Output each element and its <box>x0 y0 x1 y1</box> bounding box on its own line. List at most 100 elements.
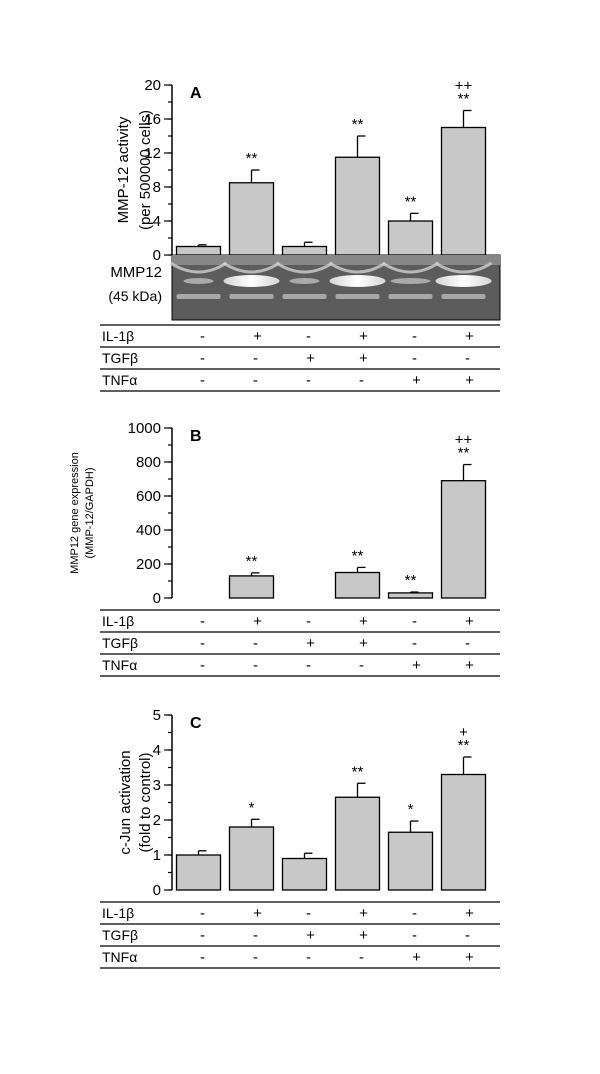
treatment-mark: - <box>359 657 364 674</box>
y-axis-label: (per 500000 cells) <box>137 110 154 230</box>
y-tick-label: 12 <box>144 145 161 162</box>
error-bar-C-5 <box>409 820 419 833</box>
y-tick-label: 4 <box>153 213 161 230</box>
error-bar-C-4 <box>356 782 366 798</box>
error-bar-B-6 <box>462 463 472 481</box>
bar-A-4 <box>334 156 381 256</box>
treatment-mark: + <box>412 657 421 674</box>
y-tick-label: 16 <box>144 111 161 128</box>
significance-B-2: ** <box>246 553 258 570</box>
treatment-mark: - <box>306 613 311 630</box>
significance-C-4: ** <box>352 763 364 780</box>
treatment-mark: + <box>359 350 368 367</box>
gel-band-lower <box>335 294 380 299</box>
gel-band-mmp12 <box>289 278 320 284</box>
treatment-mark: - <box>359 949 364 966</box>
gel-label: (45 kDa) <box>108 288 162 304</box>
treatment-mark: - <box>465 635 470 652</box>
significance-B-5: ** <box>405 572 417 589</box>
error-bar-A-3 <box>303 241 313 247</box>
y-tick-label: 5 <box>153 707 161 724</box>
bar-C-3 <box>281 857 328 891</box>
gel-band-lower <box>176 294 221 299</box>
error-bar-C-6 <box>462 756 472 775</box>
treatment-mark: + <box>306 927 315 944</box>
error-bar-C-1 <box>197 850 207 855</box>
gel-band-mmp12 <box>329 275 386 287</box>
treatment-label: TNFα <box>102 949 137 965</box>
panel-label: A <box>190 85 202 102</box>
treatment-table: IL-1β - + - + - + TGFβ - - + + - - TNFα - - - - + + <box>100 324 500 392</box>
y-tick-label: 20 <box>144 77 161 94</box>
bar-C-6 <box>440 773 487 891</box>
treatment-mark: + <box>412 372 421 389</box>
treatment-mark: - <box>412 927 417 944</box>
error-bar-B-4 <box>356 566 366 573</box>
significance-C-6: + <box>459 724 468 741</box>
error-bar-B-5 <box>409 591 419 593</box>
error-bar-B-2 <box>250 572 260 576</box>
significance-A-2: ** <box>246 150 258 167</box>
treatment-mark: - <box>465 927 470 944</box>
y-tick-label: 0 <box>153 882 161 899</box>
treatment-mark: - <box>306 949 311 966</box>
treatment-mark: + <box>306 350 315 367</box>
panel-label: B <box>190 428 202 445</box>
significance-B-4: ** <box>352 547 364 564</box>
treatment-label: TNFα <box>102 657 137 673</box>
gel-top-shade <box>172 255 500 265</box>
gel-band-upper <box>169 261 228 274</box>
bar-C-4 <box>334 796 381 891</box>
treatment-mark: + <box>359 328 368 345</box>
treatment-mark: - <box>412 905 417 922</box>
error-bar-C-3 <box>303 852 313 859</box>
y-axis-label: (MMP-12/GAPDH) <box>84 467 96 558</box>
significance-B-6: ** <box>458 445 470 462</box>
bar-B-2 <box>228 575 275 599</box>
treatment-label: IL-1β <box>102 613 134 629</box>
significance-A-5: ** <box>405 193 417 210</box>
treatment-mark: - <box>200 350 205 367</box>
treatment-label: TGFβ <box>102 635 138 651</box>
treatment-label: TGFβ <box>102 927 138 943</box>
y-tick-label: 0 <box>153 590 161 607</box>
treatment-mark: - <box>253 657 258 674</box>
y-axis-label: (fold to control) <box>137 752 154 852</box>
treatment-mark: - <box>200 328 205 345</box>
gel-band-upper <box>381 261 440 274</box>
gel-band-mmp12 <box>390 278 431 284</box>
treatment-mark: + <box>359 927 368 944</box>
significance-C-2: * <box>249 799 255 816</box>
y-tick-label: 3 <box>153 777 161 794</box>
treatment-mark: - <box>412 328 417 345</box>
error-bar-A-4 <box>356 135 366 158</box>
treatment-mark: + <box>412 949 421 966</box>
significance-C-6: ** <box>458 737 470 754</box>
bar-C-2 <box>228 826 275 891</box>
y-tick-label: 2 <box>153 812 161 829</box>
gel-band-upper <box>434 261 493 274</box>
bar-A-3 <box>281 245 328 256</box>
bar-A-1 <box>175 245 222 256</box>
treatment-mark: - <box>253 635 258 652</box>
significance-A-6: ** <box>458 91 470 108</box>
error-bar-A-1 <box>197 244 207 247</box>
gel-band-upper <box>275 261 334 274</box>
y-tick-label: 0 <box>153 247 161 264</box>
treatment-mark: - <box>465 350 470 367</box>
treatment-mark: - <box>412 613 417 630</box>
bar-C-5 <box>387 831 434 891</box>
treatment-mark: - <box>200 927 205 944</box>
treatment-mark: - <box>306 905 311 922</box>
gel-image: MMP12 (45 kDa) <box>108 254 501 321</box>
y-axis-label: MMP12 gene expression <box>69 452 81 574</box>
gel-band-mmp12 <box>435 275 492 287</box>
y-tick-label: 800 <box>136 454 161 471</box>
error-bar-A-2 <box>250 169 260 183</box>
treatment-mark: + <box>253 905 262 922</box>
treatment-mark: - <box>412 350 417 367</box>
treatment-label: TGFβ <box>102 350 138 366</box>
y-tick-label: 400 <box>136 522 161 539</box>
